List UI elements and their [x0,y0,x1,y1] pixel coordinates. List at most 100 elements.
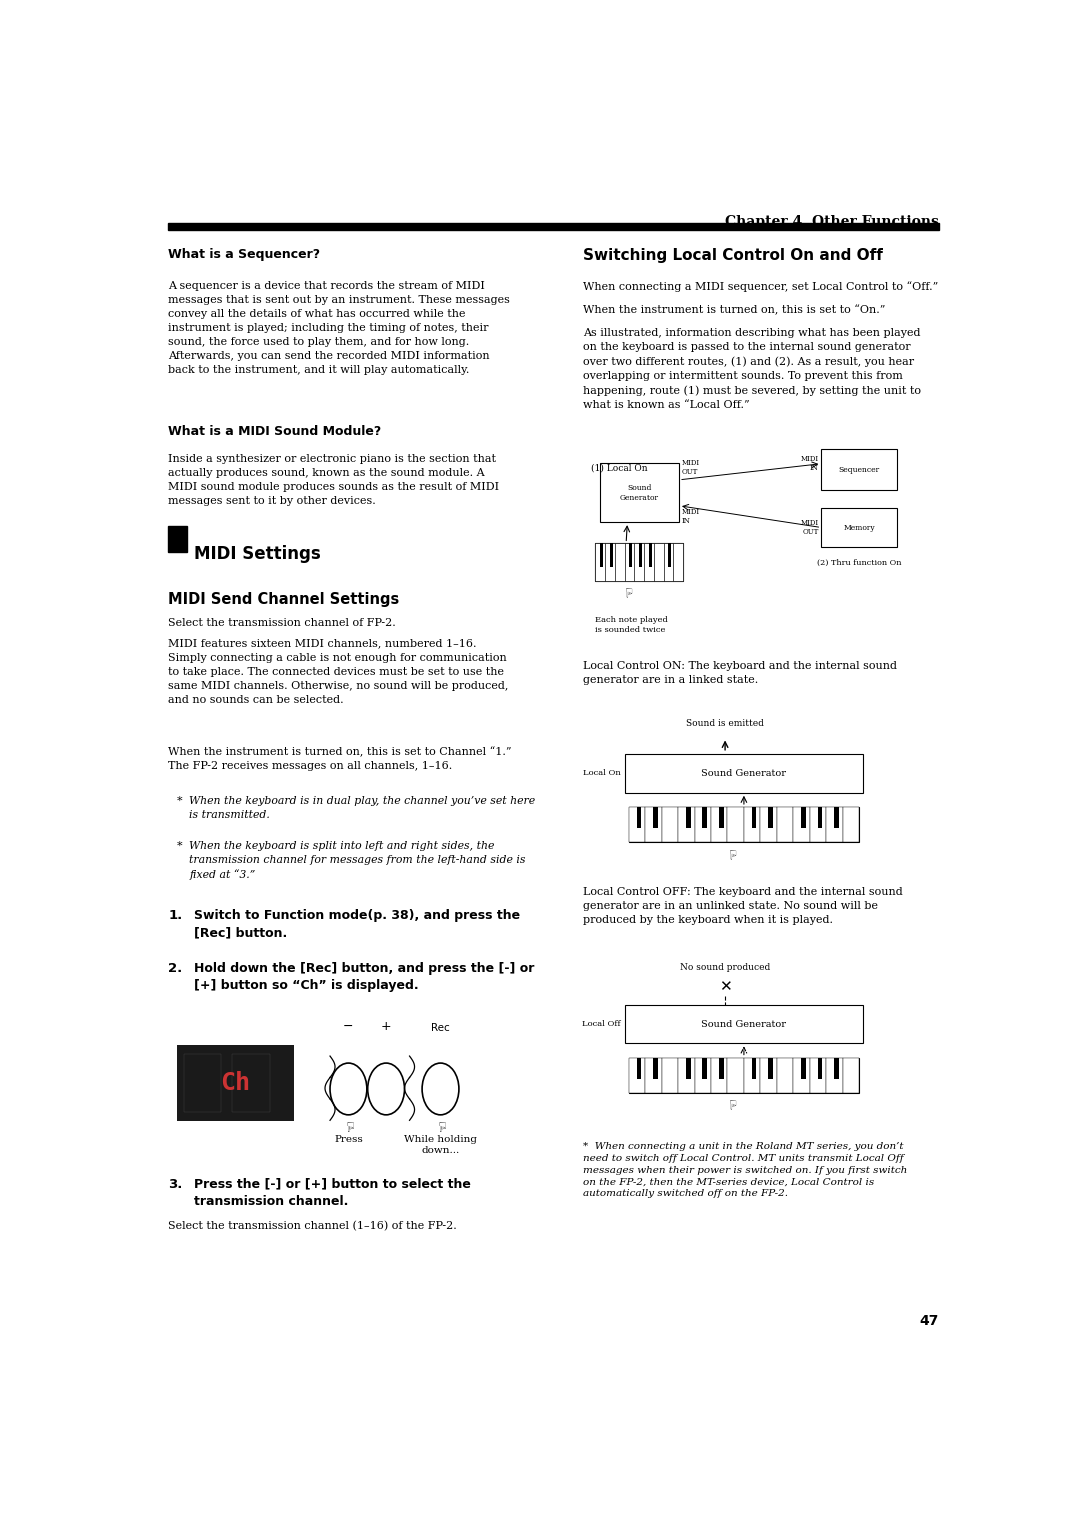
Text: Inside a synthesizer or electronic piano is the section that
actually produces s: Inside a synthesizer or electronic piano… [168,454,500,506]
Bar [711,807,728,842]
Bar [842,807,859,842]
Bar [649,544,651,567]
Text: Sequencer: Sequencer [838,466,879,474]
Bar [653,544,664,581]
Text: ☝: ☝ [436,1117,445,1131]
Text: As illustrated, information describing what has been played
on the keyboard is p: As illustrated, information describing w… [583,329,921,410]
Bar [615,544,624,581]
Bar [752,807,756,828]
Text: *  When connecting a unit in the Roland MT series, you don’t
need to switch off : * When connecting a unit in the Roland M… [583,1143,907,1198]
Text: ☝: ☝ [625,584,633,596]
Bar [826,807,842,842]
Text: +: + [381,1019,391,1033]
Text: Select the transmission channel (1–16) of the FP-2.: Select the transmission channel (1–16) o… [168,1221,457,1232]
Bar [752,1057,756,1079]
Bar [744,1057,760,1093]
Text: (1) Local On: (1) Local On [591,463,648,472]
Bar [637,1057,642,1079]
Text: MIDI
OUT: MIDI OUT [800,520,819,536]
Text: While holding
down...: While holding down... [404,1135,477,1155]
Bar [595,544,684,581]
Bar [168,526,187,552]
Bar [168,223,939,231]
Bar [801,807,806,828]
Text: ✕: ✕ [718,979,731,993]
Text: 47: 47 [919,1314,939,1328]
Bar [669,544,671,567]
Text: MIDI
OUT: MIDI OUT [681,458,700,477]
Bar [777,1057,793,1093]
Text: 1.: 1. [168,909,183,923]
Bar [822,509,896,547]
Bar [694,1057,711,1093]
Bar [822,449,896,490]
Text: When the instrument is turned on, this is set to “On.”: When the instrument is turned on, this i… [583,304,886,315]
Text: MIDI Send Channel Settings: MIDI Send Channel Settings [168,591,400,607]
Bar [644,544,654,581]
Text: Local Off: Local Off [582,1021,620,1028]
Bar [834,1057,838,1079]
Bar [674,544,684,581]
Bar [600,544,603,567]
Bar [768,807,773,828]
Text: When the instrument is turned on, this is set to Channel “1.”
The FP-2 receives : When the instrument is turned on, this i… [168,747,512,772]
Bar [768,1057,773,1079]
Bar [662,807,678,842]
Text: *: * [177,840,183,851]
Text: What is a MIDI Sound Module?: What is a MIDI Sound Module? [168,425,381,437]
Bar [629,1057,645,1093]
Bar [605,544,615,581]
Bar [842,1057,859,1093]
Text: Switching Local Control On and Off: Switching Local Control On and Off [583,248,882,263]
Text: When the keyboard is split into left and right sides, the
transmission channel f: When the keyboard is split into left and… [189,840,526,880]
Bar [760,1057,777,1093]
Text: Press the [-] or [+] button to select the
transmission channel.: Press the [-] or [+] button to select th… [193,1178,471,1207]
Text: 2.: 2. [168,963,183,975]
Bar [801,1057,806,1079]
Text: Press: Press [334,1135,363,1144]
Bar [599,463,679,523]
Text: Sound Generator: Sound Generator [701,769,786,778]
Bar [834,807,838,828]
Bar [810,807,826,842]
Text: *: * [177,796,183,807]
Bar [664,544,674,581]
Bar [686,1057,690,1079]
Bar [629,807,859,842]
Bar [686,807,690,828]
Text: ☝: ☝ [729,1096,737,1108]
Text: Switch to Function mode(p. 38), and press the
[Rec] button.: Switch to Function mode(p. 38), and pres… [193,909,519,940]
Text: A sequencer is a device that records the stream of MIDI
messages that is sent ou: A sequencer is a device that records the… [168,281,511,374]
Text: Sound is emitted: Sound is emitted [686,720,764,729]
Bar [629,1057,859,1093]
Bar [639,544,642,567]
Text: Sound Generator: Sound Generator [701,1019,786,1028]
Bar [810,1057,826,1093]
Text: When the keyboard is in dual play, the channel you’ve set here
is transmitted.: When the keyboard is in dual play, the c… [189,796,536,821]
Text: MIDI Settings: MIDI Settings [193,544,321,562]
Bar [184,1054,221,1112]
Text: Ch: Ch [220,1071,251,1096]
Bar [744,807,760,842]
Text: MIDI features sixteen MIDI channels, numbered 1–16.
Simply connecting a cable is: MIDI features sixteen MIDI channels, num… [168,639,509,704]
Text: ☝: ☝ [345,1117,353,1131]
Bar [645,807,662,842]
Text: Local Control OFF: The keyboard and the internal sound
generator are in an unlin: Local Control OFF: The keyboard and the … [583,886,903,924]
Bar [653,1057,658,1079]
Text: MIDI
IN: MIDI IN [681,509,700,526]
Bar [818,807,822,828]
Bar [637,807,642,828]
Text: Each note played
is sounded twice: Each note played is sounded twice [595,616,669,634]
Bar [719,1057,724,1079]
Bar [232,1054,270,1112]
Text: −: − [343,1019,353,1033]
Bar [610,544,612,567]
Bar [177,1045,294,1122]
Text: Local Control ON: The keyboard and the internal sound
generator are in a linked : Local Control ON: The keyboard and the i… [583,662,896,685]
Bar [694,807,711,842]
Text: Rec: Rec [431,1022,450,1033]
Bar [630,544,632,567]
Text: Select the transmission channel of FP-2.: Select the transmission channel of FP-2. [168,617,396,628]
Bar [624,544,634,581]
Bar [662,1057,678,1093]
